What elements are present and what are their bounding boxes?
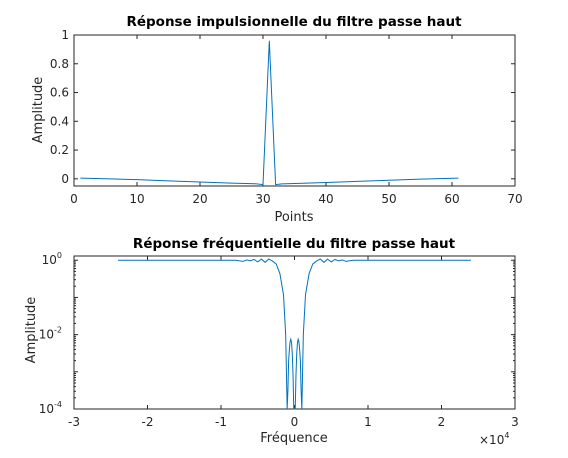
impulse-ytick-label: 0.2	[50, 143, 69, 157]
frequency-xtick-label: 1	[364, 415, 372, 429]
impulse-ytick-label: 0.4	[50, 114, 69, 128]
frequency-xtick-label: -2	[142, 415, 154, 429]
impulse-xtick-label: 60	[444, 192, 459, 206]
x-axis-scale-factor: ×104	[479, 431, 509, 447]
frequency-response-plot: Réponse fréquentielle du filtre passe ha…	[24, 236, 519, 447]
impulse-xtick-label: 50	[381, 192, 396, 206]
frequency-response-line	[118, 258, 471, 410]
impulse-xtick-label: 70	[507, 192, 522, 206]
frequency-plot-xlabel: Fréquence	[260, 431, 327, 446]
impulse-response-line	[80, 40, 459, 186]
frequency-xtick-label: -1	[215, 415, 227, 429]
frequency-plot-ylabel: Amplitude	[24, 297, 39, 364]
impulse-ytick-label: 0.6	[50, 86, 69, 100]
frequency-xtick-label: 0	[291, 415, 299, 429]
impulse-ytick-label: 0	[61, 172, 69, 186]
impulse-xtick-label: 0	[70, 192, 78, 206]
impulse-ytick-label: 1	[61, 28, 69, 42]
frequency-xtick-label: 3	[511, 415, 519, 429]
frequency-plot-title: Réponse fréquentielle du filtre passe ha…	[133, 236, 456, 252]
impulse-response-plot: Réponse impulsionnelle du filtre passe h…	[31, 14, 523, 225]
impulse-plot-title: Réponse impulsionnelle du filtre passe h…	[126, 14, 462, 30]
frequency-ytick-label: 10-4	[39, 400, 62, 416]
impulse-xtick-label: 20	[192, 192, 207, 206]
impulse-ytick-label: 0.8	[50, 57, 69, 71]
frequency-xtick-label: 2	[438, 415, 446, 429]
impulse-xtick-label: 30	[255, 192, 270, 206]
frequency-ytick-label: 100	[42, 251, 62, 267]
impulse-xtick-label: 40	[318, 192, 333, 206]
frequency-xtick-label: -3	[68, 415, 80, 429]
impulse-plot-ylabel: Amplitude	[31, 77, 46, 144]
impulse-xtick-label: 10	[129, 192, 144, 206]
frequency-ytick-label: 10-2	[39, 326, 62, 342]
impulse-plot-xlabel: Points	[274, 210, 313, 225]
impulse-plot-axes-box	[73, 34, 516, 187]
frequency-plot-axes-box	[73, 255, 516, 410]
